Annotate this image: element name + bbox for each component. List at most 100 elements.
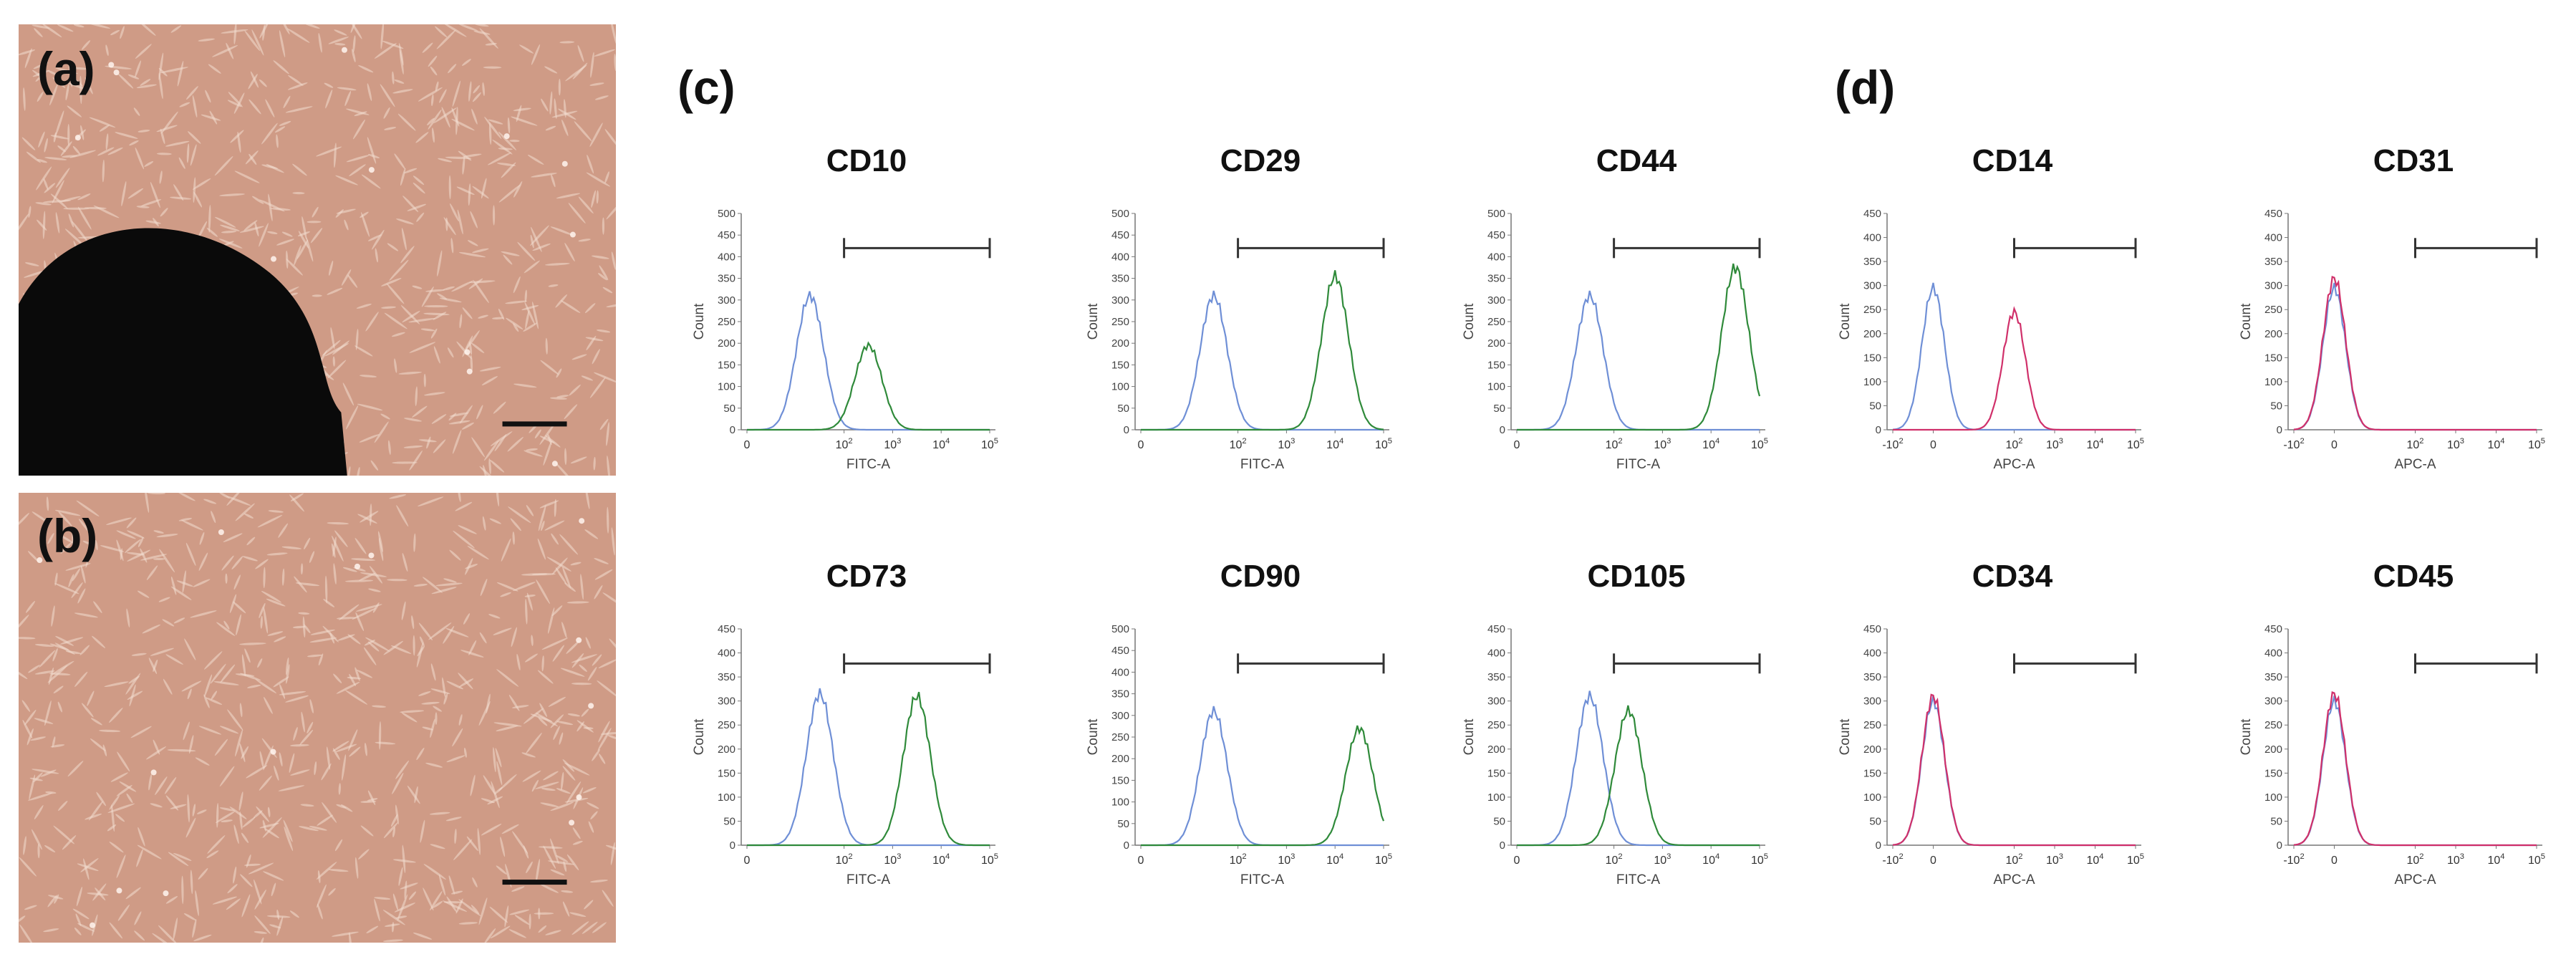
cell xyxy=(360,800,377,803)
cell xyxy=(496,493,500,507)
cell xyxy=(302,616,306,638)
histogram-series-isotype xyxy=(1141,706,1384,847)
cell xyxy=(165,140,190,147)
cell xyxy=(430,66,438,76)
cell xyxy=(34,805,44,819)
cell xyxy=(221,29,249,34)
cell xyxy=(606,422,609,446)
cell xyxy=(544,520,565,531)
y-tick-label: 450 xyxy=(1111,645,1129,657)
cell xyxy=(517,241,536,261)
bright-cell xyxy=(561,160,568,167)
cell xyxy=(204,674,213,698)
cell xyxy=(178,157,185,169)
gate-bar xyxy=(1237,238,1385,259)
cell xyxy=(488,614,501,619)
cell xyxy=(398,43,404,66)
cell xyxy=(423,887,434,911)
cell xyxy=(345,690,368,705)
cell xyxy=(197,221,208,241)
y-axis-label: Count xyxy=(1086,303,1101,340)
cell xyxy=(442,24,467,37)
cell xyxy=(396,505,409,527)
cell xyxy=(526,732,542,754)
cell xyxy=(248,74,258,90)
cell xyxy=(420,328,435,332)
cell xyxy=(95,539,98,551)
cell xyxy=(534,429,541,439)
cell xyxy=(144,493,150,513)
cell xyxy=(568,203,586,223)
cell xyxy=(232,601,246,614)
cell xyxy=(238,791,243,811)
cell xyxy=(185,542,196,566)
cell xyxy=(462,59,471,66)
y-tick-label: 150 xyxy=(1111,774,1129,786)
cell xyxy=(510,518,521,531)
x-axis-label: APC-A xyxy=(1993,872,2035,887)
cell xyxy=(550,869,565,876)
cell xyxy=(67,760,84,777)
histogram-cd44: CD44 0 50 100 150 200 250 300 350 400 450 500 Count 0… xyxy=(1457,143,1772,487)
cell xyxy=(251,29,264,56)
cell xyxy=(297,231,310,236)
histogram-series-isotype xyxy=(1517,290,1760,431)
cell xyxy=(426,436,431,449)
cell xyxy=(181,875,184,905)
cell xyxy=(396,218,414,225)
cell xyxy=(559,41,575,44)
cell xyxy=(431,587,457,595)
cell xyxy=(400,168,406,186)
cell xyxy=(564,763,590,776)
cell xyxy=(592,922,607,933)
cell xyxy=(420,636,425,647)
cell xyxy=(73,24,85,28)
cell xyxy=(105,517,132,525)
cell xyxy=(491,781,500,809)
cell xyxy=(208,64,221,74)
cell xyxy=(524,595,536,597)
cell xyxy=(67,105,82,117)
y-tick-label: 450 xyxy=(2264,623,2282,635)
cell xyxy=(159,170,163,184)
cell xyxy=(312,294,322,297)
x-tick-label: 105 xyxy=(2127,437,2144,451)
cell xyxy=(304,537,311,549)
cell xyxy=(401,601,406,620)
cell xyxy=(501,538,511,562)
cell xyxy=(52,77,66,88)
cell xyxy=(541,655,544,672)
cell xyxy=(243,220,258,231)
cell xyxy=(156,534,178,538)
y-tick-label: 400 xyxy=(718,251,735,263)
y-tick-label: 450 xyxy=(1863,623,1881,635)
cell xyxy=(119,781,137,792)
cell xyxy=(394,80,405,84)
cell xyxy=(226,493,243,506)
cell xyxy=(454,829,457,844)
cell xyxy=(468,240,478,246)
cell xyxy=(23,836,26,855)
cell xyxy=(77,588,86,604)
cell xyxy=(209,110,218,125)
cell xyxy=(240,673,261,681)
cell xyxy=(328,260,334,276)
cell xyxy=(198,552,208,571)
cell xyxy=(85,813,102,820)
cell xyxy=(126,793,133,804)
cell xyxy=(498,774,517,791)
bright-cell xyxy=(569,819,575,826)
cell xyxy=(273,60,289,74)
y-tick-label: 150 xyxy=(1863,352,1881,364)
cell xyxy=(330,327,335,350)
y-axis-label: Count xyxy=(1838,303,1853,340)
cell xyxy=(437,250,443,277)
bright-cell xyxy=(341,47,347,53)
cell xyxy=(492,317,504,319)
cell xyxy=(479,366,501,372)
x-axis-label: FITC-A xyxy=(1240,457,1285,472)
cell xyxy=(457,209,463,235)
cell xyxy=(424,304,448,308)
cell xyxy=(415,132,429,143)
histogram-series-apc xyxy=(1892,693,2136,847)
